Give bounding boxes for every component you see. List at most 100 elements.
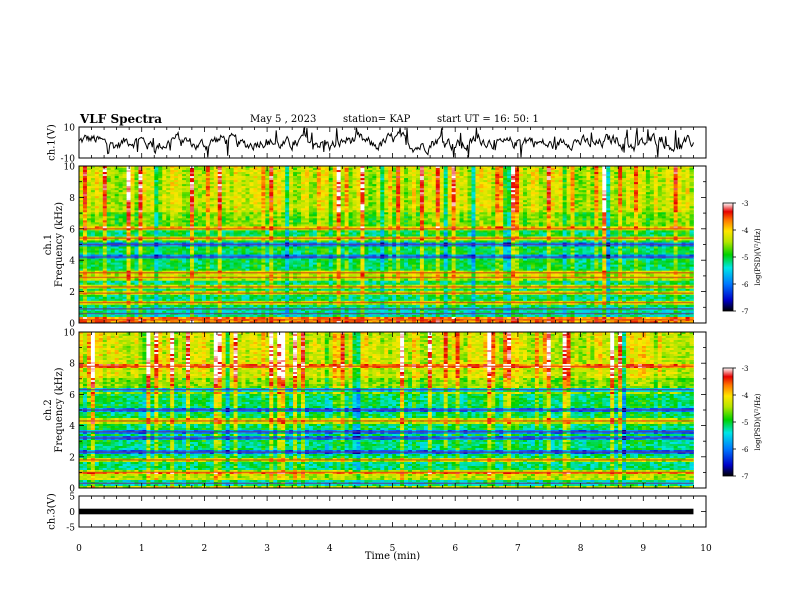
spectrogram-cell xyxy=(515,190,520,193)
spectrogram-cell xyxy=(233,192,238,195)
spectrogram-cell xyxy=(289,184,294,187)
spectrogram-cell xyxy=(681,202,686,205)
spectrogram-cell xyxy=(610,172,615,175)
spectrogram-cell xyxy=(574,204,579,207)
spectrogram-cell xyxy=(221,172,227,175)
spectrogram-cell xyxy=(162,166,167,169)
spectrogram-cell xyxy=(237,168,242,171)
spectrogram-cell xyxy=(423,174,429,177)
spectrogram-cell xyxy=(677,190,682,193)
spectrogram-cell xyxy=(293,208,298,211)
spectrogram-cell xyxy=(570,200,575,203)
spectrogram-cell xyxy=(324,194,330,197)
spectrogram-cell xyxy=(213,176,219,179)
spectrogram-cell xyxy=(312,178,318,181)
spectrogram-cell xyxy=(507,170,512,173)
spectrogram-cell xyxy=(590,210,595,213)
spectrogram-cell xyxy=(281,188,286,191)
spectrogram-cell xyxy=(249,214,254,217)
spectrogram-cell xyxy=(614,198,619,201)
spectrogram-cell xyxy=(178,184,183,187)
spectrogram-cell xyxy=(364,192,369,195)
spectrogram-cell xyxy=(134,172,139,175)
spectrogram-cell xyxy=(614,208,619,211)
spectrogram-cell xyxy=(348,180,353,183)
spectrogram-cell xyxy=(523,184,528,187)
spectrogram-cell xyxy=(297,178,302,181)
spectrogram-cell xyxy=(368,166,373,169)
spectrogram-cell xyxy=(483,196,488,199)
spectrogram-cell xyxy=(273,200,278,203)
spectrogram-cell xyxy=(681,188,686,191)
spectrogram-cell xyxy=(193,168,199,171)
spectrogram-cell xyxy=(316,186,322,189)
spectrogram-cell xyxy=(201,196,207,199)
spectrogram-cell xyxy=(102,208,108,211)
spectrogram-cell xyxy=(507,168,512,171)
spectrogram-cell xyxy=(511,206,516,209)
spectrogram-cell xyxy=(415,210,421,213)
spectrogram-cell xyxy=(570,192,575,195)
spectrogram-cell xyxy=(110,174,116,177)
spectrogram-cell xyxy=(193,170,199,173)
spectrogram-cell xyxy=(554,212,560,215)
spectrogram-cell xyxy=(213,182,219,185)
spectrogram-cell xyxy=(233,196,238,199)
spectrogram-cell xyxy=(483,212,488,215)
spectrogram-cell xyxy=(396,212,401,215)
spectrogram-cell xyxy=(237,210,242,213)
spectrogram-cell xyxy=(277,176,282,179)
spectrogram-cell xyxy=(503,174,508,177)
spectrogram-cell xyxy=(178,182,183,185)
spectrogram-cell xyxy=(598,182,603,185)
spectrogram-cell xyxy=(261,212,266,215)
spectrogram-cell xyxy=(340,170,345,173)
spectrogram-cell xyxy=(657,188,663,191)
spectrogram-cell xyxy=(388,178,393,181)
spectrogram-cell xyxy=(229,204,234,207)
spectrogram-cell xyxy=(491,198,496,201)
spectrogram-cell xyxy=(634,192,639,195)
spectrogram-cell xyxy=(665,188,671,191)
spectrogram-cell xyxy=(439,188,445,191)
spectrogram-cell xyxy=(86,186,92,189)
spectrogram-cell xyxy=(297,190,302,193)
spectrogram-cell xyxy=(285,194,290,197)
spectrogram-cell xyxy=(285,202,290,205)
spectrogram-cell xyxy=(297,166,302,169)
spectrogram-cell xyxy=(154,206,159,209)
spectrogram-cell xyxy=(665,180,671,183)
spectrogram-cell xyxy=(265,190,270,193)
spectrogram-cell xyxy=(138,208,143,211)
spectrogram-cell xyxy=(499,192,504,195)
spectrogram-cell xyxy=(285,188,290,191)
spectrogram-cell xyxy=(439,166,445,169)
spectrogram-cell xyxy=(653,176,659,179)
spectrogram-cell xyxy=(637,192,643,195)
spectrogram-cell xyxy=(653,184,659,187)
spectrogram-cell xyxy=(685,198,690,201)
spectrogram-cell xyxy=(301,186,306,189)
spectrogram-cell xyxy=(404,174,409,177)
spectrogram-cell xyxy=(162,192,167,195)
spectrogram-cell xyxy=(186,188,191,191)
spectrogram-cell xyxy=(249,200,254,203)
spectrogram-cell xyxy=(376,182,381,185)
spectrogram-cell xyxy=(170,186,175,189)
spectrogram-cell xyxy=(324,212,330,215)
spectrogram-cell xyxy=(126,170,131,173)
spectrogram-cell xyxy=(388,204,393,207)
spectrogram-cell xyxy=(269,166,274,169)
spectrogram-cell xyxy=(98,178,104,181)
spectrogram-cell xyxy=(356,202,361,205)
spectrogram-cell xyxy=(182,202,187,205)
spectrogram-cell xyxy=(86,182,92,185)
spectrogram-cell xyxy=(641,192,647,195)
spectrogram-cell xyxy=(491,196,496,199)
spectrogram-cell xyxy=(590,200,595,203)
spectrogram-cell xyxy=(626,198,631,201)
spectrogram-cell xyxy=(538,198,544,201)
spectrogram-cell xyxy=(598,178,603,181)
spectrogram-cell xyxy=(182,184,187,187)
spectrogram-cell xyxy=(340,212,345,215)
